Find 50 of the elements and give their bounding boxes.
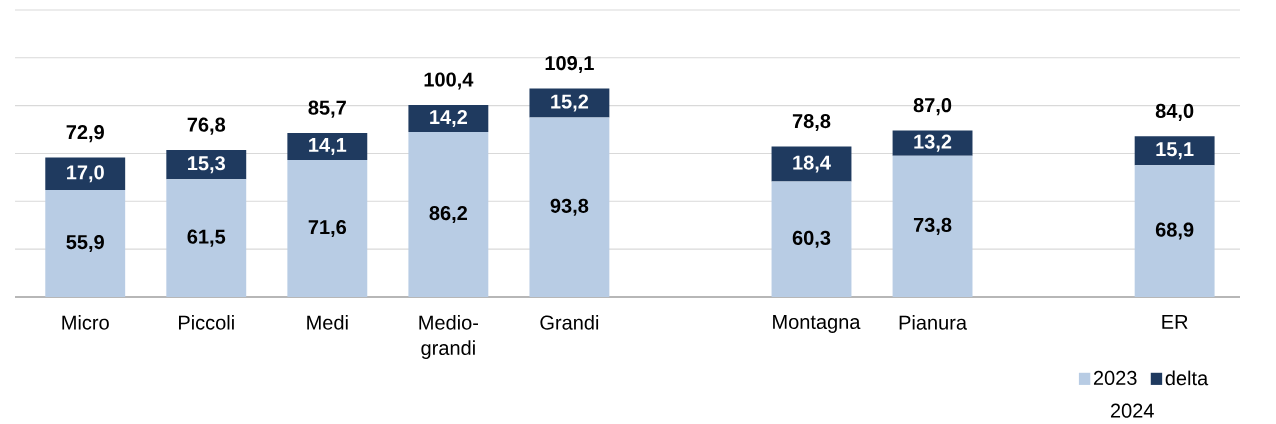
bar [1134,165,1215,297]
bar [892,155,973,297]
bar [529,88,610,118]
x-tick-label: Micro [62,315,109,330]
x-tick-label: Piccoli [179,315,234,330]
data-label: 15,1 [1156,142,1194,160]
legend-label: 2023 [1093,370,1137,386]
data-label: 15,2 [551,94,589,112]
total-label: 72,9 [66,125,104,143]
data-label: 18,4 [793,155,831,173]
x-tick-label: ER [1162,315,1188,329]
total-label: 87,0 [913,98,952,116]
data-label: 93,8 [550,198,589,216]
bar [166,150,247,180]
data-label: 14,1 [309,138,347,155]
data-label: 73,8 [913,217,952,235]
total-label: 109,1 [545,56,594,74]
total-label: 100,4 [424,72,474,90]
legend-label: delta [1165,370,1209,386]
bar [287,159,368,297]
bar [45,157,126,191]
data-label: 14,2 [430,109,468,128]
x-tick-label: Medi [307,315,348,330]
total-label: 76,8 [187,117,226,135]
bar [408,104,489,133]
x-tick-label: Montagna [773,315,861,333]
bar [771,181,852,297]
data-label: 15,3 [188,156,225,174]
total-label: 78,8 [792,113,831,132]
bar [771,146,852,182]
text: 2024 [1110,403,1154,418]
bar [529,117,610,297]
data-label: 61,5 [187,229,226,247]
bar [166,179,247,297]
x-tick-label: Medio-grandi [419,315,479,359]
data-label: 13,2 [914,134,952,152]
data-label: 68,9 [1155,222,1194,240]
data-label: 55,9 [66,234,104,253]
data-label: 60,3 [792,230,831,248]
data-label: 86,2 [429,205,468,224]
total-label: 84,0 [1155,103,1194,121]
bar [287,133,368,160]
x-tick-label: Pianura [899,315,967,330]
bar [408,132,489,297]
total-label: 85,7 [308,100,346,118]
bar [1134,136,1215,166]
data-label: 17,0 [67,165,104,183]
bar [45,190,126,297]
x-tick-label: Grandi [540,315,599,330]
data-label: 71,6 [308,219,347,238]
